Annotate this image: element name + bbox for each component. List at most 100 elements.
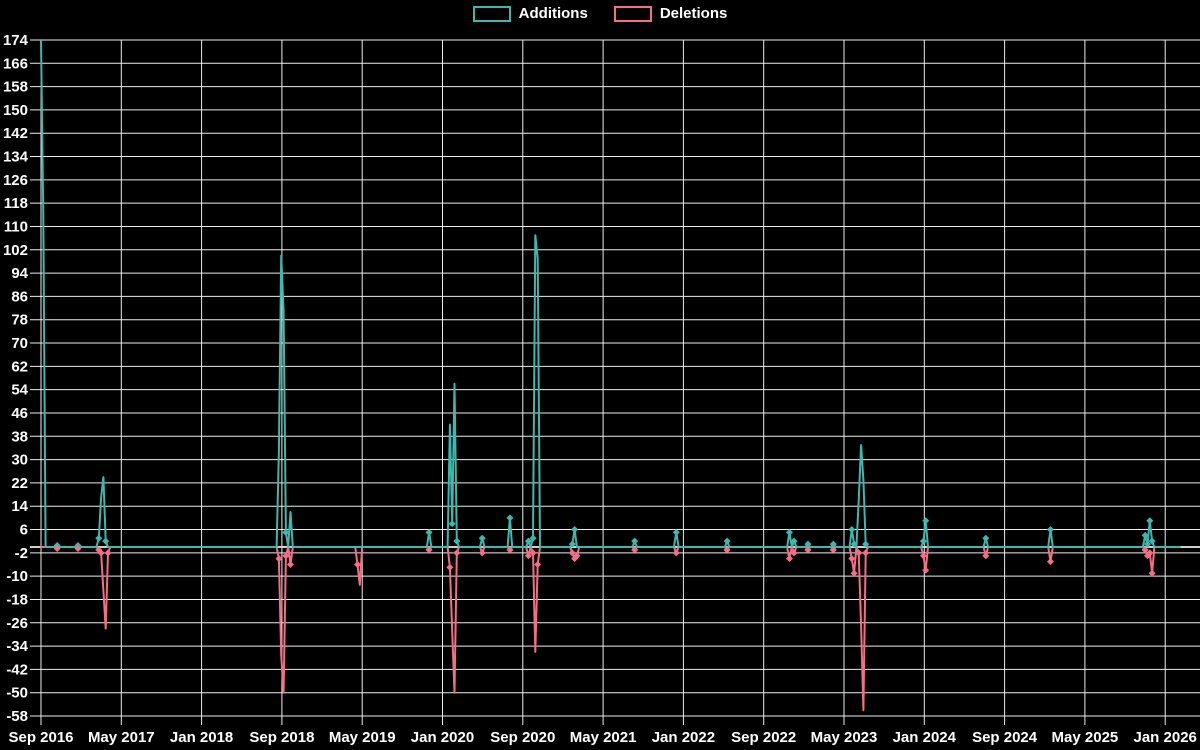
additions-line <box>40 39 1181 548</box>
deletions-point-marker <box>848 555 856 563</box>
x-tick-label: Jan 2026 <box>1134 729 1197 746</box>
deletions-point-marker <box>829 546 837 554</box>
x-tick-label: Sep 2022 <box>731 729 796 746</box>
deletions-point-marker <box>534 560 542 568</box>
additions-point-marker <box>850 540 858 548</box>
additions-point-marker <box>723 537 731 545</box>
deletions-point-marker <box>1146 549 1154 557</box>
y-tick-label: 158 <box>3 79 28 96</box>
x-tick-label: Jan 2018 <box>170 729 233 746</box>
additions-point-marker <box>1146 517 1154 525</box>
deletions-point-marker <box>568 549 576 557</box>
y-tick-label: 126 <box>3 172 28 189</box>
additions-point-marker <box>1046 526 1054 534</box>
deletions-point-marker <box>53 544 61 552</box>
deletions-point-marker <box>529 549 537 557</box>
deletions-point-marker <box>573 552 581 560</box>
additions-point-marker <box>1143 540 1151 548</box>
y-tick-label: -18 <box>6 591 28 608</box>
y-tick-label: 102 <box>3 242 28 259</box>
additions-point-marker <box>1141 531 1149 539</box>
y-tick-label: 166 <box>3 55 28 72</box>
additions-point-marker <box>631 537 639 545</box>
additions-point-marker <box>102 537 110 545</box>
x-tick-label: Jan 2020 <box>411 729 474 746</box>
additions-point-marker <box>982 534 990 542</box>
x-tick-label: Sep 2020 <box>490 729 555 746</box>
y-tick-label: 30 <box>11 452 28 469</box>
y-tick-label: -2 <box>15 545 28 562</box>
y-tick-label: 174 <box>3 32 29 49</box>
additions-point-marker <box>529 534 537 542</box>
additions-point-marker <box>95 534 103 542</box>
additions-point-marker <box>848 526 856 534</box>
deletions-line <box>40 546 1181 712</box>
deletions-point-marker <box>723 546 731 554</box>
deletions-point-marker <box>785 555 793 563</box>
y-tick-label: 142 <box>3 125 28 142</box>
x-tick-label: Jan 2022 <box>652 729 715 746</box>
additions-point-marker <box>862 540 870 548</box>
legend-item-additions[interactable]: Additions <box>472 5 588 23</box>
x-tick-label: May 2019 <box>329 729 396 746</box>
deletions-point-marker <box>104 549 112 557</box>
additions-point-marker <box>804 540 812 548</box>
y-tick-label: 54 <box>11 382 28 399</box>
y-tick-label: 6 <box>20 522 28 539</box>
y-tick-label: 14 <box>11 498 28 515</box>
deletions-point-marker <box>275 555 283 563</box>
deletions-point-marker <box>672 549 680 557</box>
y-tick-label: 70 <box>11 335 28 352</box>
deletions-point-marker <box>524 552 532 560</box>
deletions-point-marker <box>74 544 82 552</box>
chart-legend: Additions Deletions <box>0 5 1200 23</box>
y-tick-label: 46 <box>11 405 28 422</box>
deletions-point-marker <box>1141 546 1149 554</box>
y-tick-label: 78 <box>11 312 28 329</box>
x-tick-label: May 2021 <box>570 729 637 746</box>
y-tick-label: 134 <box>3 149 29 166</box>
deletions-point-marker <box>862 549 870 557</box>
legend-label-additions: Additions <box>518 5 588 22</box>
y-tick-label: -42 <box>6 661 28 678</box>
x-tick-label: May 2017 <box>88 729 155 746</box>
deletions-point-marker <box>804 546 812 554</box>
additions-point-marker <box>829 540 837 548</box>
deletions-point-marker <box>1046 558 1054 566</box>
deletions-point-marker <box>506 546 514 554</box>
y-tick-label: -50 <box>6 685 28 702</box>
y-tick-label: 38 <box>11 428 28 445</box>
additions-point-marker <box>919 537 927 545</box>
y-tick-label: -34 <box>6 638 28 655</box>
additions-swatch-icon <box>472 6 511 22</box>
additions-point-marker <box>672 528 680 536</box>
deletions-point-marker <box>453 549 461 557</box>
deletions-point-marker <box>478 549 486 557</box>
x-tick-label: May 2025 <box>1052 729 1119 746</box>
deletions-point-marker <box>97 549 105 557</box>
deletions-point-marker <box>425 546 433 554</box>
deletions-point-marker <box>855 549 863 557</box>
additions-point-marker <box>785 528 793 536</box>
deletions-point-marker <box>631 546 639 554</box>
x-tick-label: Sep 2024 <box>972 729 1038 746</box>
x-tick-label: May 2023 <box>811 729 878 746</box>
y-tick-label: -10 <box>6 568 28 585</box>
additions-point-marker <box>568 540 576 548</box>
deletions-point-marker <box>1148 569 1156 577</box>
legend-item-deletions[interactable]: Deletions <box>613 5 727 23</box>
y-tick-label: 118 <box>4 195 28 212</box>
deletions-point-marker <box>282 552 290 560</box>
y-tick-label: 94 <box>11 265 28 282</box>
additions-point-marker <box>506 514 514 522</box>
deletions-swatch-icon <box>613 6 652 22</box>
additions-point-marker <box>282 528 290 536</box>
x-tick-label: Jan 2024 <box>893 729 957 746</box>
y-tick-label: -26 <box>6 615 28 632</box>
x-tick-label: Sep 2018 <box>249 729 314 746</box>
deletions-point-marker <box>790 549 798 557</box>
deletions-point-marker <box>982 552 990 560</box>
y-tick-label: 110 <box>4 218 28 235</box>
additions-point-marker <box>524 537 532 545</box>
